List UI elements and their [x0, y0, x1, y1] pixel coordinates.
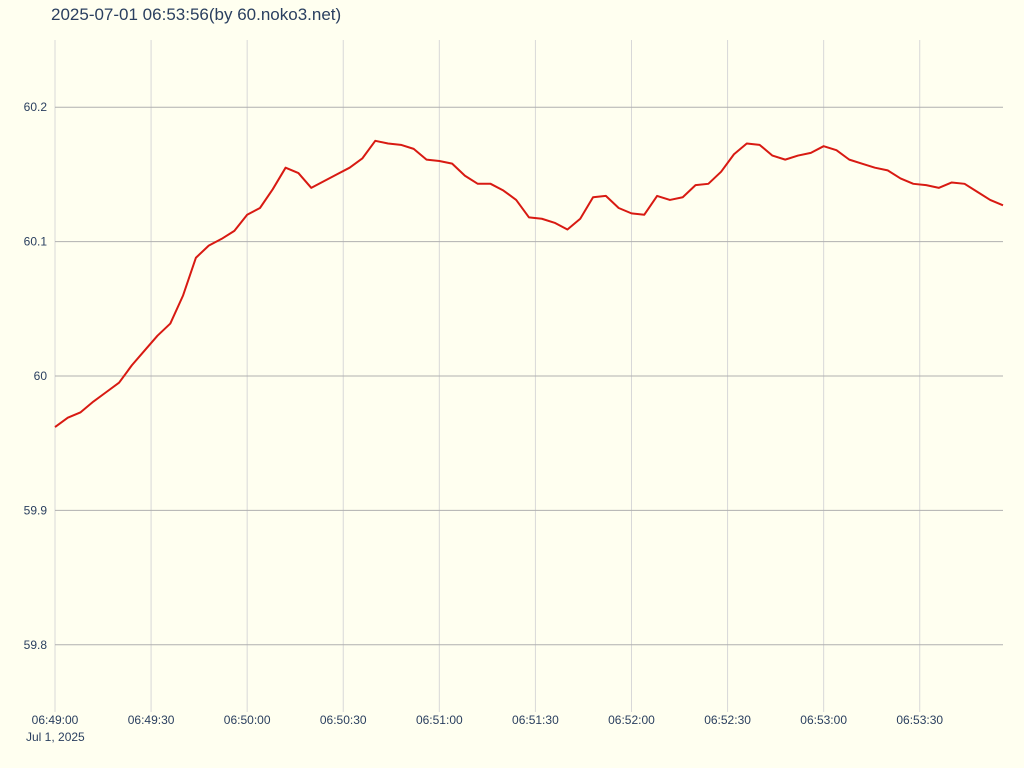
- grid: [54, 40, 1003, 712]
- x-tick-label: 06:51:00: [416, 713, 463, 727]
- x-tick-label: 06:49:00: [32, 713, 79, 727]
- y-tick-label: 60: [34, 369, 48, 383]
- x-tick-label: 06:52:00: [608, 713, 655, 727]
- chart-title: 2025-07-01 06:53:56(by 60.noko3.net): [51, 5, 341, 24]
- x-tick-label: 06:51:30: [512, 713, 559, 727]
- x-tick-label: 06:49:30: [128, 713, 175, 727]
- y-tick-label: 59.9: [24, 503, 48, 517]
- data-line: [54, 139, 1004, 428]
- plot: [54, 139, 1004, 428]
- y-tick-label: 60.2: [24, 100, 48, 114]
- x-date-label: Jul 1, 2025: [26, 730, 85, 744]
- x-tick-label: 06:50:00: [224, 713, 271, 727]
- x-tick-label: 06:53:00: [800, 713, 847, 727]
- x-tick-label: 06:52:30: [704, 713, 751, 727]
- x-tick-label: 06:50:30: [320, 713, 367, 727]
- y-tick-label: 60.1: [24, 235, 48, 249]
- x-tick-label: 06:53:30: [896, 713, 943, 727]
- y-tick-label: 59.8: [24, 638, 48, 652]
